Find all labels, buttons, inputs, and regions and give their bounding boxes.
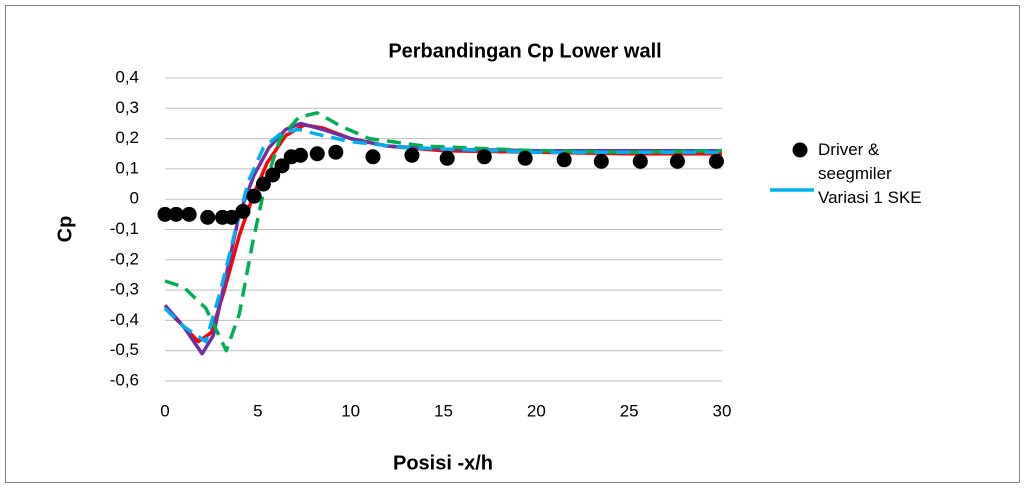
data-point: [328, 144, 344, 160]
data-point: [181, 206, 197, 222]
series-line: [164, 111, 723, 353]
data-point: [365, 149, 381, 165]
data-point: [293, 147, 309, 163]
data-point: [224, 209, 240, 225]
y-tick-label: 0,1: [115, 158, 139, 177]
data-point: [157, 206, 173, 222]
y-tick-label: 0: [130, 189, 139, 208]
x-tick-label: 20: [527, 401, 546, 420]
data-point: [255, 176, 271, 192]
data-point: [200, 209, 216, 225]
y-tick-label: -0,1: [110, 219, 139, 238]
data-point: [265, 167, 281, 183]
legend-swatch: [770, 188, 814, 192]
legend-item: Driver & seegmiler: [770, 138, 938, 186]
x-tick-label: 5: [253, 401, 262, 420]
x-tick-label: 15: [434, 401, 453, 420]
x-axis-label: Posisi -x/h: [393, 452, 493, 474]
y-tick-label: -0,2: [110, 249, 139, 268]
y-tick-label: -0,6: [110, 370, 139, 389]
data-point: [632, 153, 648, 169]
y-tick-label: 0,2: [115, 128, 139, 147]
legend-swatch: [792, 142, 808, 158]
series-line: [163, 127, 722, 344]
data-point: [309, 146, 325, 162]
data-point: [404, 147, 420, 163]
x-tick-label: 10: [341, 401, 360, 420]
y-tick-label: -0,3: [110, 280, 139, 299]
data-point: [708, 153, 724, 169]
data-point: [556, 152, 572, 168]
data-point: [476, 149, 492, 165]
y-tick-label: 0,4: [115, 67, 139, 86]
data-point: [274, 158, 290, 174]
y-tick-label: -0,5: [110, 340, 139, 359]
data-point: [168, 206, 184, 222]
x-tick-label: 0: [160, 401, 169, 420]
y-axis-label: Cp: [54, 216, 76, 243]
chart-border: [5, 5, 1020, 483]
data-point: [669, 153, 685, 169]
legend-label: Variasi 1 SKE: [818, 188, 922, 207]
chart-title: Perbandingan Cp Lower wall: [388, 40, 661, 62]
data-point: [235, 203, 251, 219]
legend-label: Driver & seegmiler: [818, 140, 892, 183]
data-point: [246, 188, 262, 204]
y-tick-label: -0,4: [110, 310, 139, 329]
x-tick-label: 25: [620, 401, 639, 420]
y-tick-label: 0,3: [115, 98, 139, 117]
legend-item: Variasi 1 SKE: [770, 186, 938, 210]
data-point: [593, 153, 609, 169]
data-point: [439, 150, 455, 166]
data-point: [517, 150, 533, 166]
legend: Driver & seegmiler Variasi 1 SKE: [770, 138, 990, 210]
legend-marker: [792, 142, 808, 158]
x-tick-label: 30: [713, 401, 732, 420]
